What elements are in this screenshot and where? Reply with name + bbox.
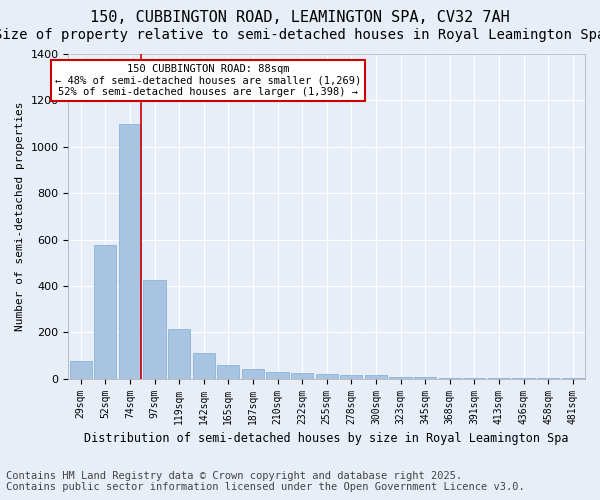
Bar [365,374,387,378]
Text: 150 CUBBINGTON ROAD: 88sqm
← 48% of semi-detached houses are smaller (1,269)
52%: 150 CUBBINGTON ROAD: 88sqm ← 48% of semi… [55,64,361,97]
Bar [168,329,190,378]
Text: 150, CUBBINGTON ROAD, LEAMINGTON SPA, CV32 7AH: 150, CUBBINGTON ROAD, LEAMINGTON SPA, CV… [90,10,510,25]
Text: Contains HM Land Registry data © Crown copyright and database right 2025.
Contai: Contains HM Land Registry data © Crown c… [6,471,525,492]
Bar [119,124,141,378]
Bar [414,377,436,378]
Bar [389,377,412,378]
X-axis label: Distribution of semi-detached houses by size in Royal Leamington Spa: Distribution of semi-detached houses by … [85,432,569,445]
Bar [266,372,289,378]
Bar [242,369,264,378]
Bar [70,362,92,378]
Bar [143,280,166,378]
Y-axis label: Number of semi-detached properties: Number of semi-detached properties [15,102,25,331]
Bar [94,246,116,378]
Bar [217,365,239,378]
Bar [291,373,313,378]
Bar [316,374,338,378]
Bar [340,375,362,378]
Bar [193,353,215,378]
Text: Size of property relative to semi-detached houses in Royal Leamington Spa: Size of property relative to semi-detach… [0,28,600,42]
